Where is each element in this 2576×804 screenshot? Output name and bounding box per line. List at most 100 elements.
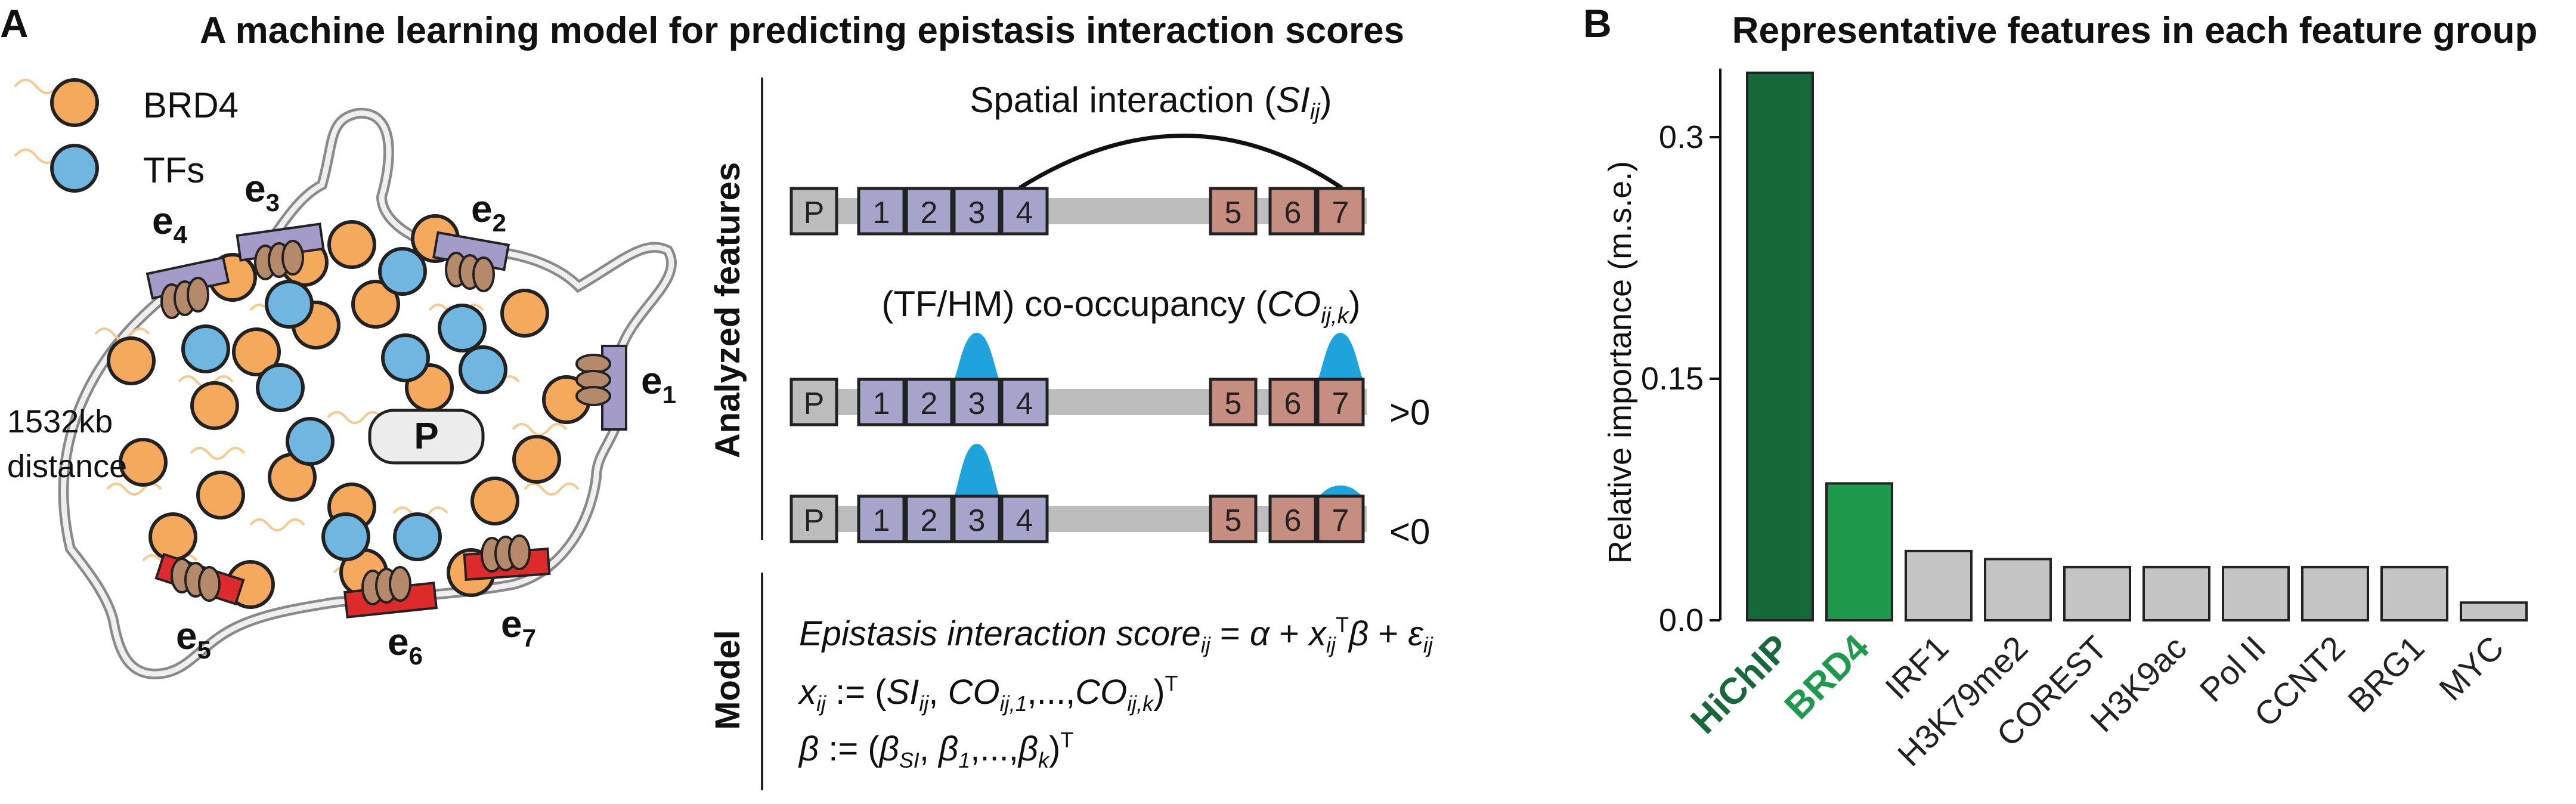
track-spatial-box-label-2: 2 xyxy=(921,196,938,230)
track-spatial-box-7 xyxy=(1316,187,1365,236)
legend-brd4-label: BRD4 xyxy=(143,85,239,125)
track-positive-box-label-2: 2 xyxy=(921,386,938,421)
features-label: Analyzed features xyxy=(708,162,747,458)
track-positive-box-label-1: 1 xyxy=(873,386,890,421)
track-spatial-box-label-1: 1 xyxy=(873,196,890,230)
enhancer-label-e1: e1 xyxy=(641,359,676,409)
distance-label-2: distance xyxy=(7,449,127,484)
panel-a-title: A machine learning model for predicting … xyxy=(200,10,1404,51)
promoter-pill xyxy=(368,409,485,465)
track-positive-box-6 xyxy=(1268,378,1317,426)
bar-hichip xyxy=(1746,72,1814,621)
enhancer-label-e5: e5 xyxy=(176,614,211,664)
tracks: P 1 2 3 4 5 6 7P 1 2 3 4 5 6 7P 1 2 3 4 5 6 7 xyxy=(789,187,1367,543)
interaction-arc xyxy=(1018,134,1343,190)
track-negative-box-4 xyxy=(1000,494,1049,543)
distance-label-1: 1532kb xyxy=(7,404,113,440)
track-spatial-box-2 xyxy=(905,187,953,236)
track-negative-box-label-1: 1 xyxy=(873,503,890,538)
nucleosomes xyxy=(160,240,611,605)
track-negative-box-label-3: 3 xyxy=(968,503,986,538)
track-positive-box-label-3: 3 xyxy=(968,386,986,421)
track-positive-box-P xyxy=(789,378,838,426)
track-spatial-box-label-3: 3 xyxy=(968,196,986,230)
track-positive-box-label-4: 4 xyxy=(1016,386,1033,421)
cooccupancy-title: (TF/HM) co-occupancy (COij,k) xyxy=(881,284,1360,329)
track-negative-box-P xyxy=(789,494,838,543)
bar-myc xyxy=(2460,601,2528,621)
bar-pol-ii xyxy=(2222,565,2290,622)
track-negative-box-5 xyxy=(1209,494,1258,543)
track-positive-box-4 xyxy=(1000,378,1049,426)
track-negative-box-label-2: 2 xyxy=(921,503,938,538)
track-negative-peak-1 xyxy=(1318,486,1363,496)
track-positive-box-1 xyxy=(857,378,906,426)
chromatin-fiber-inner xyxy=(61,110,674,677)
panel-b-label: B xyxy=(1583,1,1612,45)
track-spatial-box-5 xyxy=(1209,187,1258,236)
track-spatial-box-label-4: 4 xyxy=(1016,196,1033,230)
track-negative-box-2 xyxy=(905,494,953,543)
enhancer-label-e2: e2 xyxy=(471,187,506,237)
bar-brg1 xyxy=(2380,565,2448,622)
track-negative-box-7 xyxy=(1316,494,1365,543)
panel-a-label: A xyxy=(0,1,29,45)
x-tick-label-ccnt2: CCNT2 xyxy=(2247,629,2352,734)
legend-brd4-circle xyxy=(50,78,99,127)
track-spatial-box-3 xyxy=(952,187,1001,236)
track-spatial-box-label-6: 6 xyxy=(1284,196,1302,230)
track-positive-box-2 xyxy=(905,378,953,426)
track-negative-peak-0 xyxy=(954,444,999,496)
bar-ccnt2 xyxy=(2301,565,2369,622)
promoter-label: P xyxy=(414,416,438,457)
spatial-title: Spatial interaction (SIij) xyxy=(970,80,1332,125)
tf-circles xyxy=(181,247,507,561)
enhancer-label-e4: e4 xyxy=(152,199,188,249)
bar-brd4 xyxy=(1825,482,1893,621)
track-spatial-box-6 xyxy=(1268,187,1317,236)
track-spatial-box-4 xyxy=(1000,187,1049,236)
sign-negative: <0 xyxy=(1389,512,1430,552)
equation-beta: β := (βSI, β1,...,βk)T xyxy=(798,728,1073,772)
track-positive-box-5 xyxy=(1209,378,1258,426)
track-positive-peak-0 xyxy=(954,333,999,379)
track-negative-box-label-5: 5 xyxy=(1225,503,1242,538)
track-positive-peak-1 xyxy=(1318,333,1363,379)
track-positive-box-label-6: 6 xyxy=(1284,386,1302,421)
track-positive-box-7 xyxy=(1316,378,1365,426)
track-negative-box-label-6: 6 xyxy=(1284,503,1302,538)
equation-score: Epistasis interaction scoreij = α + xijT… xyxy=(799,613,1433,657)
enhancer-label-e3: e3 xyxy=(244,167,280,217)
bar-irf1 xyxy=(1905,549,1973,622)
track-negative-box-label-P: P xyxy=(804,503,825,538)
track-spatial-box-label-7: 7 xyxy=(1332,196,1349,230)
track-positive-box-label-7: 7 xyxy=(1332,386,1349,421)
y-tick-label-1: 0.15 xyxy=(1641,361,1704,397)
track-negative-box-6 xyxy=(1268,494,1317,543)
enhancer-label-e7: e7 xyxy=(501,602,536,652)
track-negative-box-3 xyxy=(952,494,1001,543)
importance-chart: 0.0 0.15 0.3 Relative importance (m.s.e.) Hi… xyxy=(1602,69,2528,774)
enhancer-label-e6: e6 xyxy=(388,620,423,670)
track-spatial-box-label-5: 5 xyxy=(1225,196,1242,230)
track-positive-box-label-5: 5 xyxy=(1225,386,1242,421)
legend-tf-circle xyxy=(50,144,99,193)
x-tick-label-hichip: HiChIP xyxy=(1683,627,1797,741)
legend-tf-label: TFs xyxy=(143,150,205,190)
x-tick-label-myc: MYC xyxy=(2432,629,2511,708)
x-tick-label-brg1: BRG1 xyxy=(2340,629,2431,719)
track-positive-box-label-P: P xyxy=(804,386,825,421)
track-negative-box-label-7: 7 xyxy=(1332,503,1349,538)
model-label: Model xyxy=(708,630,747,730)
track-negative-box-1 xyxy=(857,494,906,543)
bar-h3k9ac xyxy=(2142,565,2210,622)
panel-b-title: Representative features in each feature … xyxy=(1732,10,2538,51)
sign-positive: >0 xyxy=(1389,392,1430,432)
bar-corest xyxy=(2063,565,2131,622)
y-tick-label-0: 0.0 xyxy=(1659,602,1704,638)
track-positive-box-3 xyxy=(952,378,1001,426)
y-axis-label: Relative importance (m.s.e.) xyxy=(1602,161,1638,564)
track-negative-box-label-4: 4 xyxy=(1016,503,1033,538)
x-tick-label-brd4: BRD4 xyxy=(1777,627,1878,728)
